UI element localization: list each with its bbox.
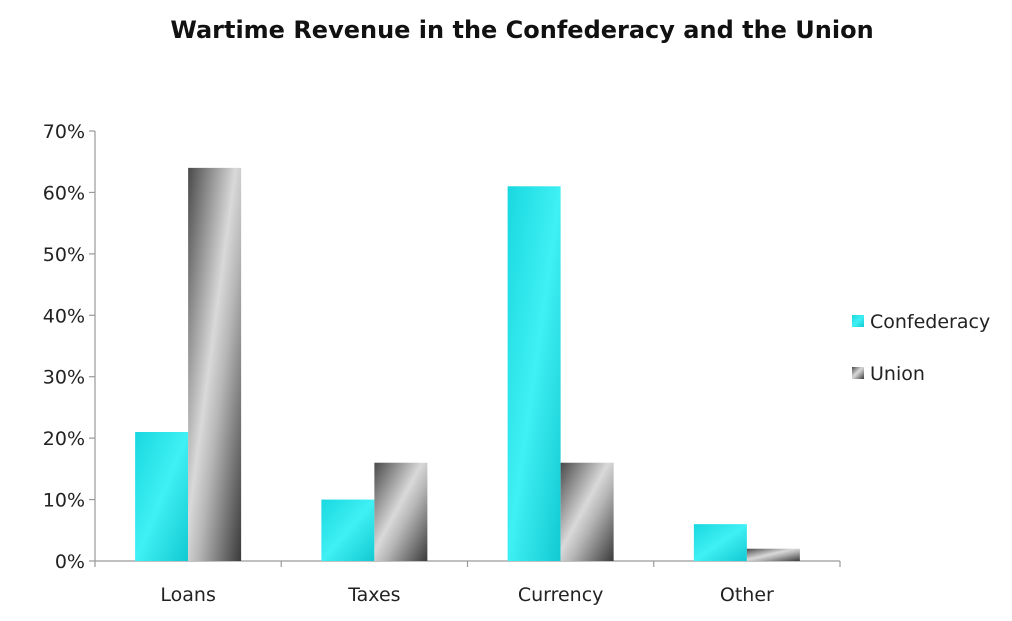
- bar-union-currency: [560, 462, 614, 561]
- bar-confederacy-taxes: [321, 499, 375, 561]
- chart-title: Wartime Revenue in the Confederacy and t…: [170, 16, 873, 44]
- legend-label-confederacy: Confederacy: [870, 311, 990, 333]
- y-axis: 0% 10% 20% 30% 40% 50% 60% 70%: [43, 121, 96, 573]
- legend: Confederacy Union: [852, 311, 990, 385]
- x-category-label: Currency: [518, 584, 604, 606]
- y-tick-label: 60%: [43, 182, 85, 204]
- bar-confederacy-currency: [507, 186, 561, 562]
- y-tick-label: 40%: [43, 305, 85, 327]
- legend-swatch-confederacy: [852, 315, 864, 327]
- y-tick-label: 10%: [43, 490, 85, 512]
- bar-union-loans: [188, 167, 242, 561]
- y-tick-label: 50%: [43, 244, 85, 266]
- legend-label-union: Union: [870, 363, 925, 385]
- y-tick-label: 20%: [43, 428, 85, 450]
- bars-group: [135, 167, 800, 562]
- y-tick-label: 70%: [43, 121, 85, 143]
- bar-confederacy-other: [693, 524, 747, 561]
- x-category-label: Other: [720, 584, 774, 606]
- x-category-label: Taxes: [347, 584, 400, 606]
- y-tick-label: 0%: [55, 551, 85, 573]
- bar-union-taxes: [374, 462, 428, 561]
- bar-union-other: [746, 548, 800, 561]
- x-category-label: Loans: [160, 584, 215, 606]
- x-axis: Loans Taxes Currency Other: [94, 560, 841, 606]
- bar-confederacy-loans: [135, 432, 189, 561]
- y-tick-label: 30%: [43, 367, 85, 389]
- legend-swatch-union: [852, 367, 864, 379]
